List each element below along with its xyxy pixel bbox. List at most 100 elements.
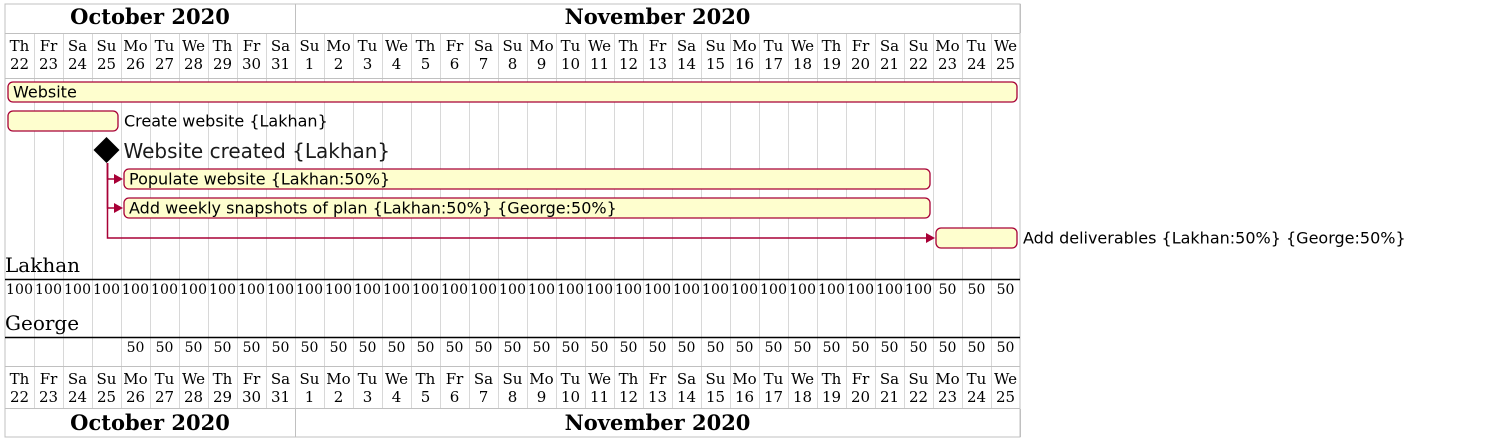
resource-name: Lakhan — [5, 253, 80, 277]
weekday-label: Sa — [880, 370, 899, 388]
day-number-label: 27 — [155, 388, 174, 406]
resource-load-value: 50 — [591, 340, 609, 356]
resource-load-value: 100 — [847, 282, 874, 298]
resource-load-value: 100 — [557, 282, 584, 298]
month-label: November 2020 — [565, 4, 751, 29]
resource-load-value: 100 — [731, 282, 758, 298]
resource-load-value: 100 — [122, 282, 149, 298]
task-bar — [123, 197, 931, 219]
resource-load-value: 100 — [586, 282, 613, 298]
header-bottom: October 2020 November 2020Th22Fr23Sa24Su2… — [5, 370, 1021, 437]
task-bar — [7, 110, 119, 132]
weekday-label: Tu — [155, 370, 175, 388]
resource-load-value: 50 — [736, 340, 754, 356]
resource-load-value: 100 — [267, 282, 294, 298]
weekday-label: Sa — [68, 370, 87, 388]
resource-load-value: 50 — [417, 340, 435, 356]
day-number-label: 15 — [706, 388, 725, 406]
day-number-label: 28 — [184, 388, 203, 406]
day-number-label: 16 — [735, 388, 754, 406]
day-number-label: 24 — [967, 388, 986, 406]
day-number-label: 26 — [126, 388, 145, 406]
weekday-label: Su — [503, 37, 523, 55]
resource-load-value: 50 — [852, 340, 870, 356]
weekday-label: We — [588, 37, 611, 55]
resource-load-value: 100 — [180, 282, 207, 298]
dependency-line — [106, 163, 927, 239]
day-number-label: 28 — [184, 55, 203, 73]
resource-load-value: 50 — [214, 340, 232, 356]
weekday-label: Sa — [271, 37, 290, 55]
resource-load-value: 50 — [794, 340, 812, 356]
day-number-label: 25 — [97, 55, 116, 73]
resource-load-value: 50 — [910, 340, 928, 356]
day-number-label: 19 — [822, 388, 841, 406]
resource-load-value: 100 — [325, 282, 352, 298]
day-number-label: 17 — [764, 55, 783, 73]
resource-name: George — [5, 311, 79, 335]
resource-load-value: 100 — [470, 282, 497, 298]
day-number-label: 9 — [537, 388, 547, 406]
day-number-label: 8 — [508, 388, 518, 406]
weekday-label: Fr — [446, 370, 464, 388]
weekday-label: Su — [97, 370, 117, 388]
resource-load-value: 50 — [127, 340, 145, 356]
resource-load-value: 100 — [64, 282, 91, 298]
day-number-label: 7 — [479, 55, 489, 73]
day-number-label: 3 — [363, 55, 373, 73]
day-number-label: 19 — [822, 55, 841, 73]
resource-load-value: 100 — [702, 282, 729, 298]
resource-load-value: 50 — [997, 282, 1015, 298]
day-number-label: 30 — [242, 388, 261, 406]
weekday-label: Fr — [649, 370, 667, 388]
weekday-label: Sa — [68, 37, 87, 55]
resource-load-value: 50 — [533, 340, 551, 356]
resource-load-value: 100 — [35, 282, 62, 298]
day-number-label: 20 — [851, 388, 870, 406]
weekday-label: Fr — [446, 37, 464, 55]
weekday-label: Fr — [649, 37, 667, 55]
resource-load-value: 50 — [765, 340, 783, 356]
day-number-label: 16 — [735, 55, 754, 73]
task-label: Add weekly snapshots of plan {Lakhan:50%… — [129, 199, 617, 218]
day-number-label: 25 — [97, 388, 116, 406]
day-number-label: 11 — [590, 388, 609, 406]
day-number-label: 5 — [421, 55, 431, 73]
weekday-label: We — [791, 370, 814, 388]
task-bar — [935, 227, 1018, 249]
weekday-label: Sa — [677, 37, 696, 55]
resource-load-value: 100 — [441, 282, 468, 298]
resource-load-value: 50 — [707, 340, 725, 356]
milestone-label: Website created {Lakhan} — [124, 139, 391, 163]
weekday-label: Tu — [764, 37, 784, 55]
resource-load-value: 50 — [562, 340, 580, 356]
resource-load-value: 50 — [301, 340, 319, 356]
day-number-label: 24 — [68, 388, 87, 406]
weekday-label: We — [791, 37, 814, 55]
weekday-label: Mo — [326, 37, 350, 55]
weekday-label: Su — [97, 37, 117, 55]
dependency-arrowhead — [114, 174, 123, 184]
weekday-label: We — [385, 370, 408, 388]
resource-load-value: 100 — [528, 282, 555, 298]
day-number-label: 8 — [508, 55, 518, 73]
task-label: Add deliverables {Lakhan:50%} {George:50… — [1023, 229, 1406, 248]
weekday-label: Th — [10, 37, 30, 55]
resource-load-value: 100 — [93, 282, 120, 298]
weekday-label: Mo — [529, 37, 553, 55]
weekday-label: Th — [822, 370, 842, 388]
weekday-label: Fr — [852, 37, 870, 55]
day-number-label: 25 — [996, 55, 1015, 73]
weekday-label: Tu — [561, 370, 581, 388]
weekday-label: We — [182, 37, 205, 55]
task-bars: Website Create website {Lakhan} Website cr… — [7, 81, 1406, 249]
weekday-label: Su — [706, 37, 726, 55]
weekday-label: Mo — [732, 370, 756, 388]
weekday-label: Mo — [935, 370, 959, 388]
day-number-label: 22 — [909, 55, 928, 73]
day-number-label: 23 — [938, 388, 957, 406]
resource-load-value: 50 — [997, 340, 1015, 356]
day-number-label: 1 — [305, 388, 315, 406]
resource-load-value: 100 — [644, 282, 671, 298]
